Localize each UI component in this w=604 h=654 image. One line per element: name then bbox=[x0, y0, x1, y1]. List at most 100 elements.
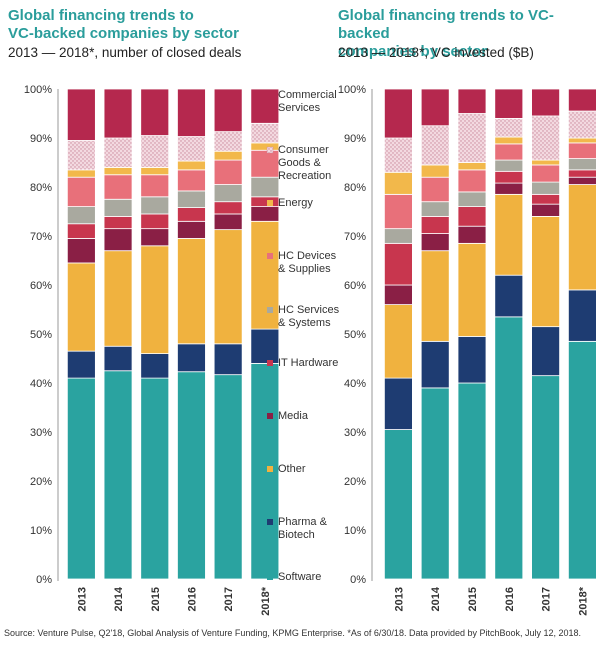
right-x-tick-label: 2015 bbox=[467, 587, 479, 611]
left-bar-segment-media bbox=[213, 213, 243, 231]
right-bar-segment-it-hardware bbox=[457, 206, 487, 227]
legend-swatch-commercial-services bbox=[267, 92, 273, 98]
right-bar-segment-consumer-goods-and-recreation bbox=[457, 113, 487, 163]
right-bar-segment-media bbox=[457, 225, 487, 244]
legend-label-hc-services-and-systems: HC Services & Systems bbox=[278, 304, 340, 329]
right-y-tick-label: 70% bbox=[344, 231, 366, 243]
legend-swatch-hc-services-and-systems bbox=[267, 307, 273, 313]
left-bar-segment-energy bbox=[250, 142, 280, 151]
legend-item-other: Other bbox=[267, 463, 306, 475]
right-bar-segment-media bbox=[420, 233, 450, 252]
left-bar-segment-media bbox=[140, 228, 170, 247]
legend-swatch-media bbox=[267, 413, 273, 419]
right-bar-segment-it-hardware bbox=[383, 242, 413, 286]
right-x-tick-label: 2016 bbox=[504, 587, 516, 611]
right-bar-segment-media bbox=[531, 203, 560, 217]
right-y-tick-label: 10% bbox=[344, 525, 366, 537]
right-bar-segment-consumer-goods-and-recreation bbox=[568, 110, 597, 139]
left-bar-segment-media bbox=[177, 220, 206, 239]
right-bar-segment-consumer-goods-and-recreation bbox=[383, 137, 413, 173]
right-y-tick-label: 80% bbox=[344, 182, 366, 194]
right-bar-segment-energy bbox=[568, 137, 597, 144]
right-bar-segment-media bbox=[568, 176, 597, 185]
legend-label-energy: Energy bbox=[278, 197, 313, 209]
legend-label-media: Media bbox=[278, 410, 309, 422]
right-bar-segment-commercial-services bbox=[531, 88, 560, 117]
right-bar-segment-software bbox=[457, 382, 487, 580]
left-bar-segment-hc-devices-and-supplies bbox=[140, 174, 170, 198]
left-bar-segment-hc-services-and-systems bbox=[140, 196, 170, 215]
left-bar-segment-hc-devices-and-supplies bbox=[177, 169, 206, 192]
left-chart: 0% 10% 20% 30% 40% 50% 60% 70% 80% 90% 100% 2013 201… bbox=[24, 84, 280, 616]
left-bar-segment-other bbox=[250, 220, 280, 330]
legend-swatch-software bbox=[267, 574, 273, 580]
right-chart-title-line1: Global financing trends to VC-backed bbox=[338, 7, 554, 42]
left-bar-segment-hc-devices-and-supplies bbox=[213, 159, 243, 185]
right-bar-segment-software bbox=[383, 429, 413, 580]
legend-label-software: Software bbox=[278, 571, 321, 583]
left-bar-segment-commercial-services bbox=[213, 88, 243, 133]
right-bar-segment-hc-services-and-systems bbox=[568, 158, 597, 171]
right-bar-segment-energy bbox=[383, 171, 413, 195]
left-bar-segment-pharma-and-biotech bbox=[103, 345, 133, 372]
left-bar-segment-it-hardware bbox=[213, 201, 243, 215]
left-bar-segment-consumer-goods-and-recreation bbox=[103, 137, 133, 168]
legend-swatch-consumer-goods-and-recreation bbox=[266, 146, 274, 154]
left-chart-subtitle: 2013 — 2018*, number of closed deals bbox=[8, 45, 242, 60]
left-bar-segment-energy bbox=[103, 166, 133, 176]
left-bar-segment-hc-devices-and-supplies bbox=[250, 149, 280, 178]
legend-item-pharma-and-biotech: Pharma & Biotech bbox=[267, 516, 328, 541]
left-bar-segment-hc-devices-and-supplies bbox=[103, 174, 133, 200]
right-y-tick-label: 40% bbox=[344, 378, 366, 390]
legend-label-hc-devices-and-supplies: HC Devices & Supplies bbox=[278, 250, 337, 275]
left-bar-segment-other bbox=[213, 229, 243, 345]
left-chart-title-line1: Global financing trends to bbox=[8, 7, 194, 24]
right-bar-segment-energy bbox=[420, 164, 450, 178]
right-x-tick-label: 2018* bbox=[577, 586, 589, 615]
legend-swatch-energy bbox=[267, 200, 273, 206]
left-bar-segment-consumer-goods-and-recreation bbox=[177, 136, 206, 162]
right-y-tick-label: 60% bbox=[344, 280, 366, 292]
legend-item-it-hardware: IT Hardware bbox=[267, 357, 338, 369]
right-bar-segment-commercial-services bbox=[494, 88, 524, 119]
left-bar-segment-software bbox=[250, 362, 280, 580]
left-bar-segment-software bbox=[213, 374, 243, 580]
left-bar-segment-software bbox=[177, 371, 206, 580]
right-bar-segment-hc-devices-and-supplies bbox=[420, 176, 450, 203]
left-y-tick-label: 80% bbox=[30, 182, 52, 194]
right-y-tick-label: 20% bbox=[344, 476, 366, 488]
right-bar-segment-commercial-services bbox=[568, 88, 597, 112]
right-bar-segment-pharma-and-biotech bbox=[531, 326, 560, 377]
legend-swatch-it-hardware bbox=[267, 360, 273, 366]
right-bar-segment-it-hardware bbox=[420, 215, 450, 234]
left-bar-segment-commercial-services bbox=[66, 88, 96, 141]
left-bar-segment-pharma-and-biotech bbox=[140, 353, 170, 379]
right-chart-subtitle: 2013 — 2018*, VC invested ($B) bbox=[338, 45, 534, 60]
legend-item-hc-services-and-systems: HC Services & Systems bbox=[267, 304, 340, 329]
left-bar-segment-commercial-services bbox=[250, 88, 280, 124]
legend-label-commercial-services: Commercial Services bbox=[278, 89, 337, 114]
right-bar-segment-other bbox=[383, 304, 413, 379]
left-bar-segment-hc-services-and-systems bbox=[250, 176, 280, 198]
right-bar-segment-consumer-goods-and-recreation bbox=[531, 115, 560, 161]
right-bar-segment-media bbox=[494, 182, 524, 195]
left-bar-segment-it-hardware bbox=[177, 207, 206, 222]
left-bar-segment-consumer-goods-and-recreation bbox=[213, 131, 243, 152]
right-bar-segment-pharma-and-biotech bbox=[420, 340, 450, 389]
legend-item-software: Software bbox=[267, 571, 321, 583]
left-bar-segment-pharma-and-biotech bbox=[177, 343, 206, 373]
left-bar-segment-software bbox=[140, 377, 170, 580]
right-bar-segment-hc-services-and-systems bbox=[383, 228, 413, 244]
right-bar-segment-energy bbox=[457, 162, 487, 171]
left-bar-segment-energy bbox=[140, 166, 170, 176]
left-bar-segment-other bbox=[66, 262, 96, 352]
right-bar-segment-pharma-and-biotech bbox=[568, 289, 597, 342]
right-bar-segment-pharma-and-biotech bbox=[457, 336, 487, 384]
right-bar-segment-commercial-services bbox=[457, 88, 487, 114]
right-x-tick-label: 2013 bbox=[393, 587, 405, 611]
right-chart-title: Global financing trends to VC-backed com… bbox=[338, 7, 604, 61]
legend: Commercial Services Consumer Goods & Recreat… bbox=[266, 89, 340, 583]
left-bar-segment-hc-services-and-systems bbox=[213, 184, 243, 203]
left-bar-segment-other bbox=[177, 238, 206, 345]
left-bar-segment-commercial-services bbox=[140, 88, 170, 136]
